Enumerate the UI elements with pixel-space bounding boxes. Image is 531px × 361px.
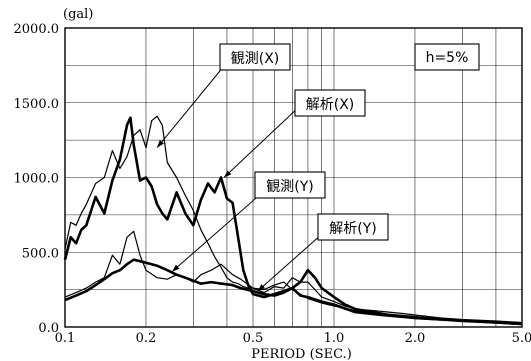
callout-leader [223,105,301,178]
callout-box [317,213,389,241]
callout-leader [171,191,264,273]
x-tick-label: 0.2 [136,331,157,346]
x-tick-label: 2.0 [405,331,426,346]
series-lines [63,115,523,326]
callout-label: 解析(X) [306,97,355,113]
x-tick-label: 0.1 [55,331,76,346]
y-tick-label: 0.0 [38,321,59,336]
x-tick-label: 0.5 [243,331,264,346]
x-axis-label: PERIOD (SEC.) [251,347,352,361]
callout-label: 観測(Y) [266,178,313,195]
callouts: 観測(X) 解析(X) 観測(Y) 解析(Y) [156,43,389,292]
callout-label: 観測(X) [231,50,280,67]
y-tick-label: 500.0 [22,246,59,261]
y-tick-label: 1000.0 [14,172,60,187]
y-tick-label: 2000.0 [14,22,60,37]
damping-annotation-box [414,43,480,71]
x-tick-label: 5.0 [512,331,531,346]
callout-arrowhead [172,264,180,272]
callout-box [294,89,366,117]
callout-leader [257,233,323,292]
series-line-4 [64,258,523,326]
y-tick-label: 1500.0 [14,97,60,112]
y-axis-unit: (gal) [63,7,93,22]
series-line-1 [63,116,523,326]
series-line-2 [64,115,523,324]
plot-frame [64,27,523,328]
callout-arrowhead [257,284,266,292]
tick-labels: 0.1 0.2 0.5 1.0 2.0 5.0 0.0 500.0 1000.0 1500.0 20… [14,22,531,346]
callout-arrowhead [157,140,164,148]
series-line-3 [64,230,523,324]
x-tick-label: 1.0 [324,331,345,346]
damping-annotation: h=5% [426,50,469,66]
callout-box [254,171,326,199]
callout-label: 解析(Y) [329,221,376,237]
callout-box [219,43,291,71]
callout-leader [156,65,225,148]
callout-arrowhead [223,170,232,178]
